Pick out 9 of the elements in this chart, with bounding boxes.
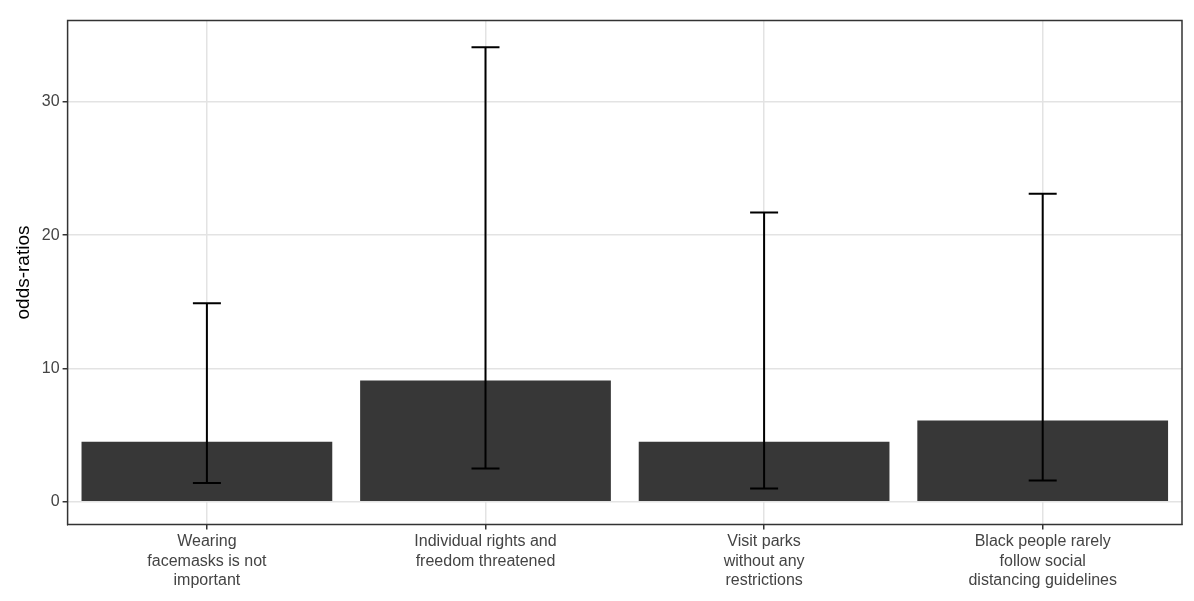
x-tick-label: Individual rights and freedom threatened	[414, 532, 557, 569]
y-tick-label: 20	[41, 225, 60, 243]
x-tick-label: Black people rarely follow social distancing guidelines	[968, 532, 1117, 588]
x-tick-label: Visit parks without any restrictions	[722, 532, 805, 588]
y-tick-label: 0	[50, 492, 60, 510]
y-tick-label: 30	[41, 92, 60, 110]
y-tick-label: 10	[41, 358, 60, 376]
x-tick-label: Wearing facemasks is not important	[147, 532, 268, 588]
y-axis-title: odds-ratios	[11, 225, 33, 320]
